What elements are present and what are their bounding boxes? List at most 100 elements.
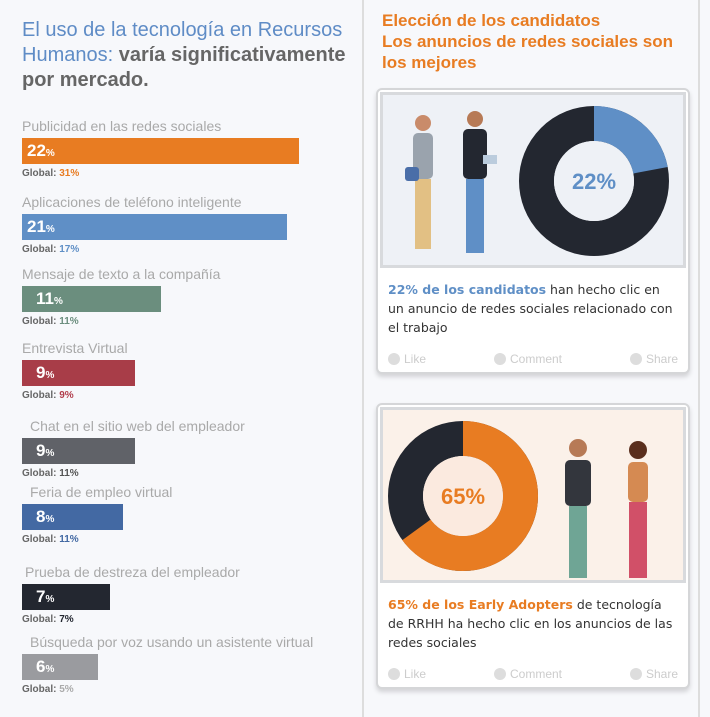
like-button[interactable]: Like <box>388 667 426 681</box>
bar-value: 7 <box>36 587 46 606</box>
percent-sign: % <box>45 514 55 525</box>
global-label: Global: <box>22 534 57 545</box>
global-label: Global: <box>22 244 57 255</box>
comment-icon <box>493 353 506 365</box>
global-value: 11% <box>59 316 79 327</box>
global-stat: Global: 9% <box>22 390 135 401</box>
bar-value: 11 <box>36 289 54 308</box>
bar-label: Prueba de destreza del empleador <box>25 564 240 580</box>
bar-label: Feria de empleo virtual <box>30 484 173 500</box>
bar: 8% <box>22 504 123 530</box>
percent-sign: % <box>45 148 55 159</box>
global-value: 17% <box>59 244 80 255</box>
bar: 9% <box>22 438 136 464</box>
bar: 6% <box>22 654 98 680</box>
donut-chart <box>519 106 669 256</box>
comment-label: Comment <box>509 667 562 681</box>
donut-hole <box>423 456 503 536</box>
post-text: 22% de los candidatos han hecho clic en … <box>378 270 688 346</box>
thumbs-up-icon <box>388 353 400 365</box>
global-value: 11% <box>59 534 79 545</box>
global-stat: Global: 11% <box>22 468 245 479</box>
bar-value: 22 <box>27 141 46 160</box>
share-button[interactable]: Share <box>629 352 678 366</box>
percent-sign: % <box>45 594 55 605</box>
global-label: Global: <box>22 316 57 327</box>
post-highlight: 22% de los candidatos <box>388 282 547 297</box>
global-value: 7% <box>59 614 74 625</box>
bar-label: Chat en el sitio web del empleador <box>30 418 245 434</box>
post-image: 22% <box>380 92 686 268</box>
bar-value: 6 <box>36 657 46 676</box>
right-title-line: los mejores <box>382 53 477 72</box>
bar-row: Aplicaciones de teléfono inteligente 21%… <box>22 194 287 255</box>
title-rest: varía significativamente por mercado. <box>22 44 346 91</box>
person-man-phone-icon <box>565 439 591 578</box>
thumbs-up-icon <box>388 668 400 680</box>
right-title-line: Elección de los candidatos <box>382 11 601 30</box>
bar: 21% <box>22 214 287 240</box>
global-stat: Global: 11% <box>22 534 172 545</box>
global-value: 31% <box>59 168 80 179</box>
comment-button[interactable]: Comment <box>493 352 562 366</box>
bar-value: 8 <box>36 507 46 526</box>
bar: 7% <box>22 584 111 610</box>
comment-icon <box>493 668 506 680</box>
bar: 11% <box>22 286 161 312</box>
share-icon <box>629 353 642 365</box>
global-stat: Global: 31% <box>22 168 299 179</box>
percent-sign: % <box>53 296 63 307</box>
global-value: 5% <box>59 684 74 695</box>
bar-label: Aplicaciones de teléfono inteligente <box>22 194 242 210</box>
bar-value: 9 <box>36 363 46 382</box>
post-body: de tecnología de RRHH ha hecho clic en l… <box>388 597 673 650</box>
global-stat: Global: 7% <box>22 614 240 625</box>
bar-label: Publicidad en las redes sociales <box>22 118 222 134</box>
bar-row: Chat en el sitio web del empleador 9% Gl… <box>22 418 245 479</box>
donut-slice <box>593 106 668 175</box>
global-label: Global: <box>22 468 57 479</box>
global-value: 11% <box>59 468 79 479</box>
donut-slice <box>402 421 538 571</box>
global-label: Global: <box>22 168 57 179</box>
share-label: Share <box>645 667 678 681</box>
bar-value: 21 <box>27 217 46 236</box>
like-button[interactable]: Like <box>388 352 426 366</box>
comment-button[interactable]: Comment <box>493 667 562 681</box>
bar-label: Entrevista Virtual <box>22 340 128 356</box>
left-panel: El uso de la tecnología en Recursos Huma… <box>22 19 346 695</box>
percent-sign: % <box>45 664 55 675</box>
bar-value: 9 <box>36 441 46 460</box>
bar-row: Prueba de destreza del empleador 7% Glob… <box>22 564 240 625</box>
post-card-1: 22% 22% de los candidatos han hecho clic… <box>376 88 690 374</box>
bar-row: Mensaje de texto a la compañía 11% Globa… <box>22 266 220 327</box>
bar-label: Búsqueda por voz usando un asistente vir… <box>30 634 314 650</box>
global-stat: Global: 11% <box>22 316 220 327</box>
right-title-line: Los anuncios de redes sociales son <box>382 32 673 51</box>
donut-label: 65% <box>441 484 485 509</box>
post-text: 65% de los Early Adopters de tecnología … <box>378 585 688 661</box>
comment-label: Comment <box>509 352 562 366</box>
bar: 22% <box>22 138 300 164</box>
post-actions: Like Comment Share <box>378 661 688 687</box>
person-man-icon <box>463 111 497 253</box>
share-button[interactable]: Share <box>629 667 678 681</box>
bar-row: Entrevista Virtual 9% Global: 9% <box>22 340 136 401</box>
like-label: Like <box>404 667 427 681</box>
donut-hole <box>554 141 634 221</box>
global-stat: Global: 5% <box>22 684 313 695</box>
person-woman-phone-icon <box>628 441 648 578</box>
donut-chart <box>388 421 538 571</box>
bar-row: Publicidad en las redes sociales 22% Glo… <box>22 118 300 179</box>
global-label: Global: <box>22 390 57 401</box>
post-card-2: 65% 65% de los Early Adopters de tecnolo… <box>376 403 690 689</box>
global-label: Global: <box>22 684 57 695</box>
post-highlight: 65% de los Early Adopters <box>388 597 573 612</box>
share-label: Share <box>645 352 678 366</box>
bar-row: Búsqueda por voz usando un asistente vir… <box>22 634 313 695</box>
right-title: Elección de los candidatos Los anuncios … <box>382 10 673 73</box>
right-panel: Elección de los candidatos Los anuncios … <box>362 0 700 717</box>
percent-sign: % <box>45 448 55 459</box>
person-woman-icon <box>405 115 433 249</box>
global-stat: Global: 17% <box>22 244 287 255</box>
